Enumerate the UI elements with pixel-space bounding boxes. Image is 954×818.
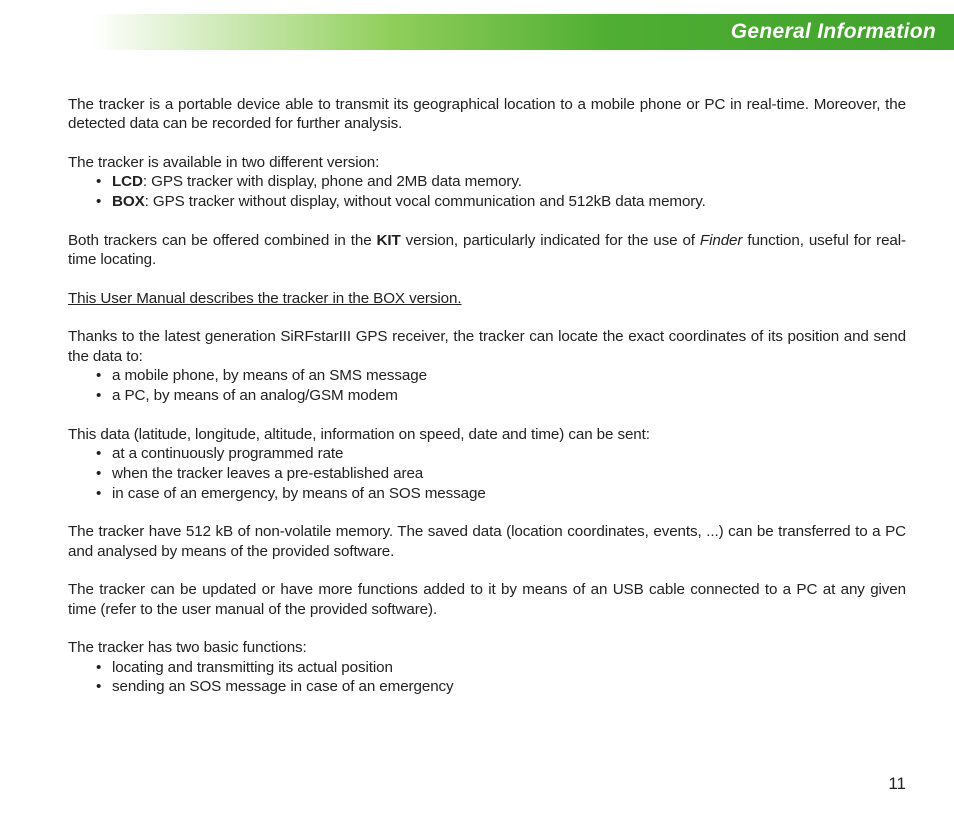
manual-note: This User Manual describes the tracker i…	[68, 289, 906, 308]
receiver-paragraph: Thanks to the latest generation SiRFstar…	[68, 327, 906, 366]
kit-bold: KIT	[377, 232, 401, 249]
text-run: Both trackers can be offered combined in…	[68, 232, 377, 249]
header-title: General Information	[731, 20, 936, 44]
paragraph-intro: The tracker is a portable device able to…	[68, 95, 906, 134]
send-targets-list: a mobile phone, by means of an SMS messa…	[68, 366, 906, 406]
list-item: a PC, by means of an analog/GSM modem	[96, 386, 906, 406]
finder-italic: Finder	[700, 232, 742, 249]
list-item: LCD: GPS tracker with display, phone and…	[96, 172, 906, 192]
list-item: a mobile phone, by means of an SMS messa…	[96, 366, 906, 386]
data-sent-list: at a continuously programmed rate when t…	[68, 444, 906, 503]
functions-list: locating and transmitting its actual pos…	[68, 658, 906, 698]
list-item: locating and transmitting its actual pos…	[96, 658, 906, 678]
functions-intro: The tracker has two basic functions:	[68, 638, 906, 657]
version-desc: : GPS tracker without display, without v…	[145, 193, 706, 210]
page-content: The tracker is a portable device able to…	[68, 95, 906, 716]
header-bar: General Information	[92, 14, 954, 50]
version-name: LCD	[112, 173, 143, 190]
list-item: BOX: GPS tracker without display, withou…	[96, 192, 906, 212]
update-paragraph: The tracker can be updated or have more …	[68, 580, 906, 619]
versions-intro: The tracker is available in two differen…	[68, 153, 906, 172]
memory-paragraph: The tracker have 512 kB of non-volatile …	[68, 522, 906, 561]
text-run: version, particularly indicated for the …	[401, 232, 700, 249]
data-sent-intro: This data (latitude, longitude, altitude…	[68, 425, 906, 444]
list-item: at a continuously programmed rate	[96, 444, 906, 464]
list-item: in case of an emergency, by means of an …	[96, 484, 906, 504]
list-item: when the tracker leaves a pre-establishe…	[96, 464, 906, 484]
kit-paragraph: Both trackers can be offered combined in…	[68, 231, 906, 270]
list-item: sending an SOS message in case of an eme…	[96, 677, 906, 697]
version-desc: : GPS tracker with display, phone and 2M…	[143, 173, 522, 190]
versions-list: LCD: GPS tracker with display, phone and…	[68, 172, 906, 212]
page-number: 11	[888, 774, 906, 794]
version-name: BOX	[112, 193, 145, 210]
underline-text: This User Manual describes the tracker i…	[68, 290, 461, 307]
